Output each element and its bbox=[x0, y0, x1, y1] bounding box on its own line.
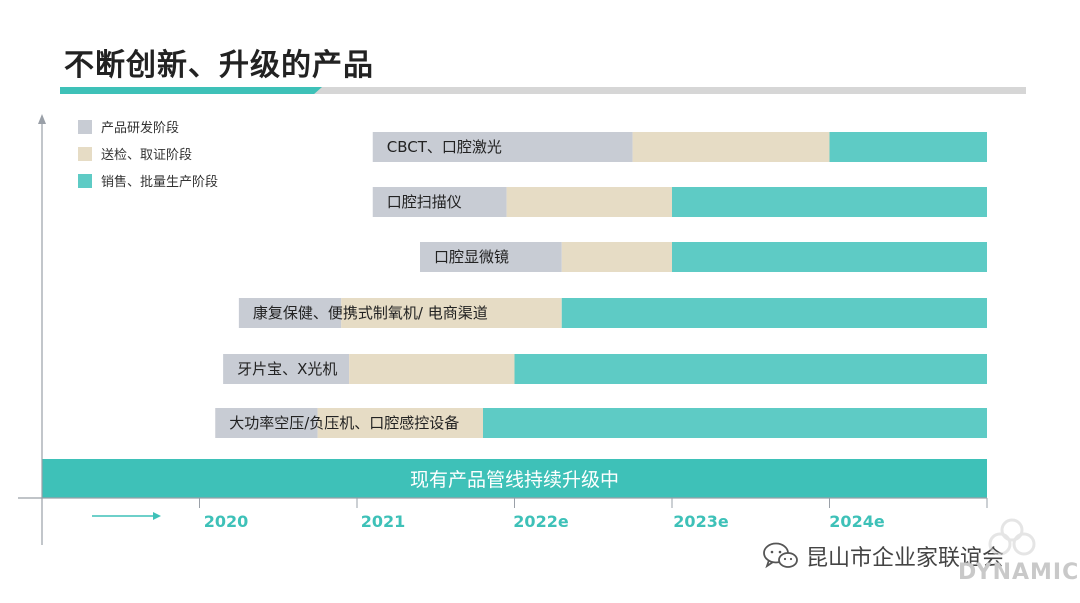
watermark: 昆山市企业家联谊会 bbox=[762, 540, 1004, 572]
x-tick-label: 2021 bbox=[361, 512, 406, 531]
row-label: 康复保健、便携式制氧机/ 电商渠道 bbox=[253, 304, 488, 322]
title-underline bbox=[60, 87, 1026, 94]
legend-label-test: 送检、取证阶段 bbox=[101, 148, 192, 163]
product-row: 大功率空压/负压机、口腔感控设备 bbox=[215, 408, 987, 438]
x-tick-labels: 2020 2021 2022e 2023e 2024e bbox=[204, 512, 885, 531]
product-row: CBCT、口腔激光 bbox=[372, 132, 987, 162]
axes bbox=[18, 114, 988, 545]
bar-segment-rd bbox=[215, 408, 318, 438]
bar-segment-test bbox=[341, 298, 562, 328]
bar-segment-sales bbox=[829, 132, 987, 162]
dynamic-logo-icon bbox=[988, 518, 1036, 556]
title-underline-accent bbox=[60, 87, 322, 94]
dynamic-logo-text: DYNAMIC bbox=[958, 560, 1080, 585]
legend-label-sales: 销售、批量生产阶段 bbox=[101, 174, 218, 190]
row-label: 大功率空压/负压机、口腔感控设备 bbox=[229, 414, 459, 432]
bar-segment-sales bbox=[561, 298, 987, 328]
y-axis-arrow-icon bbox=[38, 114, 46, 124]
product-row: 口腔扫描仪 bbox=[372, 187, 987, 217]
bar-segment-rd bbox=[372, 132, 633, 162]
bar-segment-sales bbox=[672, 242, 987, 272]
baseline-bar bbox=[42, 459, 987, 498]
legend-label-rd: 产品研发阶段 bbox=[101, 120, 179, 136]
bar-segment-sales bbox=[514, 354, 987, 384]
bar-segment-test bbox=[317, 408, 483, 438]
legend-swatch-sales bbox=[78, 174, 92, 188]
bar-segment-rd bbox=[372, 187, 507, 217]
bar-segment-rd bbox=[223, 354, 350, 384]
legend-swatch-test bbox=[78, 147, 92, 161]
bar-segment-sales bbox=[483, 408, 987, 438]
product-row: 口腔显微镜 bbox=[420, 242, 987, 272]
row-label: 牙片宝、X光机 bbox=[237, 360, 337, 378]
row-label: 口腔显微镜 bbox=[434, 248, 509, 266]
legend-swatch-rd bbox=[78, 120, 92, 134]
bar-segment-test bbox=[349, 354, 515, 384]
x-tick-label: 2023e bbox=[673, 512, 729, 531]
bar-segment-rd bbox=[420, 242, 562, 272]
bar-segment-test bbox=[561, 242, 672, 272]
row-label: 口腔扫描仪 bbox=[387, 193, 462, 211]
bar-segment-rd bbox=[238, 298, 342, 328]
wechat-icon bbox=[763, 542, 798, 569]
page-title: 不断创新、升级的产品 bbox=[64, 48, 374, 83]
x-tick-label: 2024e bbox=[829, 512, 885, 531]
baseline-label: 现有产品管线持续升级中 bbox=[410, 469, 619, 491]
time-arrow-icon bbox=[153, 512, 161, 520]
bar-segment-test bbox=[632, 132, 830, 162]
product-row: 康复保健、便携式制氧机/ 电商渠道 bbox=[238, 298, 987, 328]
x-tick-label: 2022e bbox=[513, 512, 569, 531]
bar-segment-sales bbox=[672, 187, 987, 217]
product-row: 牙片宝、X光机 bbox=[223, 354, 987, 384]
x-tick-label: 2020 bbox=[204, 512, 249, 531]
bar-segment-test bbox=[506, 187, 672, 217]
watermark-text: 昆山市企业家联谊会 bbox=[806, 546, 1005, 571]
row-label: CBCT、口腔激光 bbox=[387, 138, 502, 156]
